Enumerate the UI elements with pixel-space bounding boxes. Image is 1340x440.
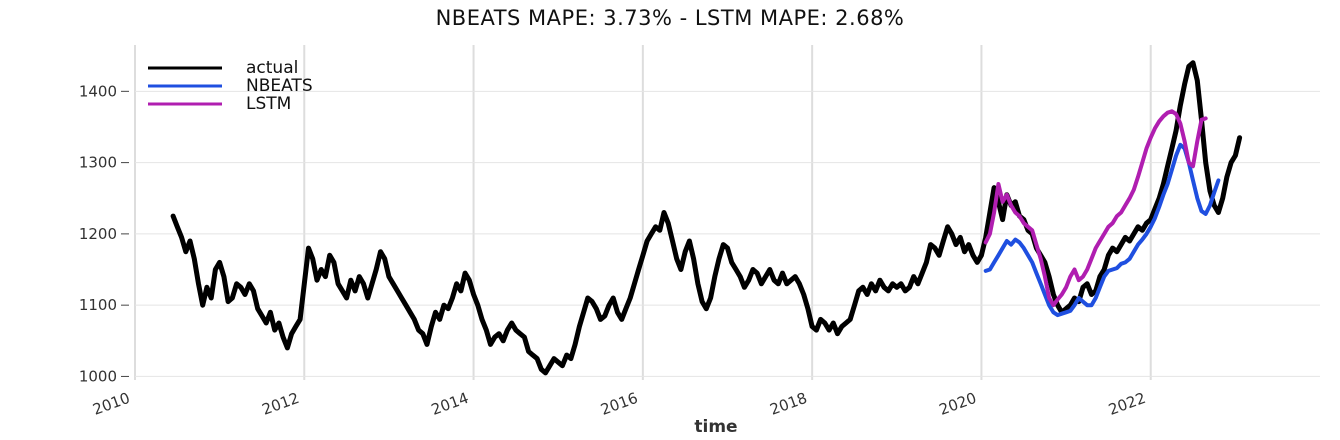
y-tick-label: 1200 (79, 225, 117, 243)
series-line-actual (170, 60, 1243, 376)
chart-title: NBEATS MAPE: 3.73% - LSTM MAPE: 2.68% (436, 6, 905, 30)
legend-label: LSTM (246, 94, 291, 114)
legend-label: NBEATS (246, 76, 313, 96)
x-tick-label: 2010 (90, 389, 132, 419)
x-tick-label: 2022 (1106, 389, 1148, 419)
y-tick-label: 1100 (79, 296, 117, 314)
legend-label: actual (246, 58, 298, 78)
x-tick-label: 2018 (767, 389, 809, 419)
series-line-nbeats (983, 142, 1221, 318)
x-tick-label: 2020 (937, 389, 979, 419)
x-axis-ticks: 2010 2012 2014 2016 2018 2020 2022 (90, 389, 1148, 419)
series-layer (170, 60, 1243, 376)
x-axis-label: time (694, 417, 737, 437)
grid (134, 45, 1320, 380)
y-tick-label: 1400 (79, 82, 117, 100)
x-tick-label: 2016 (598, 389, 640, 419)
y-axis-ticks: 1000 1100 1200 1300 1400 (79, 82, 129, 385)
x-tick-label: 2014 (429, 389, 471, 419)
y-tick-label: 1300 (79, 154, 117, 172)
series-line-lstm (983, 109, 1208, 308)
x-tick-label: 2012 (260, 389, 302, 419)
y-tick-label: 1000 (79, 367, 117, 385)
